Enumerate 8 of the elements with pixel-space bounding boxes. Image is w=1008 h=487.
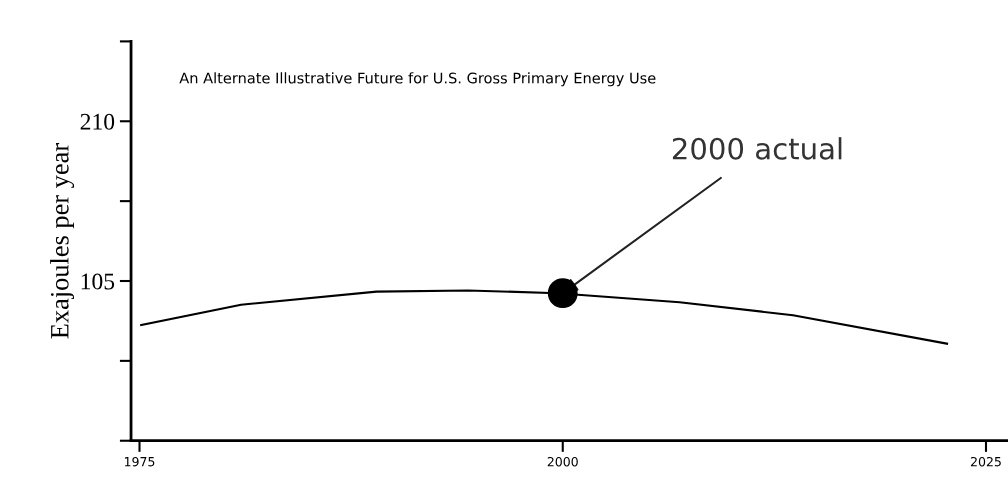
y-axis-title: Exajoules per year bbox=[50, 143, 75, 339]
x-tick-label: 2025 bbox=[971, 456, 1001, 467]
text: An Alternate Illustrative Future for U.S. Gross Primary Energy Use bbox=[179, 72, 656, 87]
y-tick-label: 105 bbox=[81, 273, 115, 290]
x-tick-label: 2000 bbox=[547, 456, 578, 467]
x-tick-label: 1975 bbox=[124, 456, 155, 467]
annotation: 2000 actual bbox=[672, 137, 842, 160]
y-tick-label: 210 bbox=[80, 113, 115, 130]
